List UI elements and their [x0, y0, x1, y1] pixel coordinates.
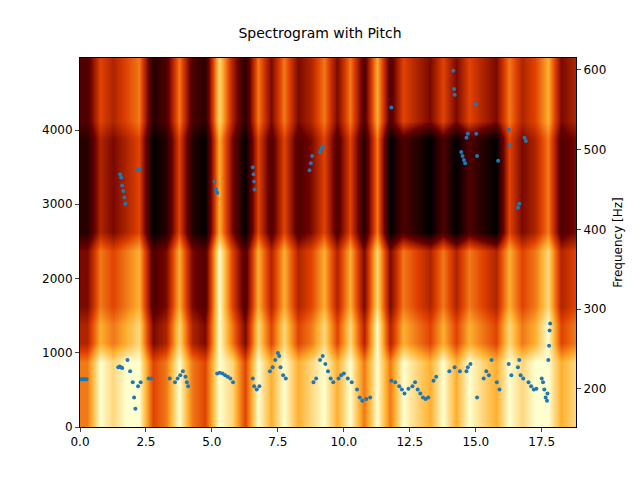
- svg-text:7.5: 7.5: [268, 435, 287, 449]
- svg-text:Frequency [Hz]: Frequency [Hz]: [611, 197, 625, 288]
- svg-text:12.5: 12.5: [396, 435, 423, 449]
- svg-text:500: 500: [583, 143, 606, 157]
- svg-text:0: 0: [65, 420, 73, 434]
- svg-text:3000: 3000: [42, 197, 73, 211]
- svg-text:5.0: 5.0: [202, 435, 221, 449]
- svg-text:Spectrogram with Pitch: Spectrogram with Pitch: [238, 25, 401, 41]
- svg-text:10.0: 10.0: [330, 435, 357, 449]
- svg-text:600: 600: [583, 63, 606, 77]
- svg-text:200: 200: [583, 382, 606, 396]
- svg-text:4000: 4000: [42, 123, 73, 137]
- svg-text:0.0: 0.0: [70, 435, 89, 449]
- svg-text:15.0: 15.0: [462, 435, 489, 449]
- svg-text:1000: 1000: [42, 346, 73, 360]
- svg-text:2.5: 2.5: [136, 435, 155, 449]
- svg-text:17.5: 17.5: [528, 435, 555, 449]
- svg-text:2000: 2000: [42, 272, 73, 286]
- svg-text:400: 400: [583, 223, 606, 237]
- svg-text:300: 300: [583, 302, 606, 316]
